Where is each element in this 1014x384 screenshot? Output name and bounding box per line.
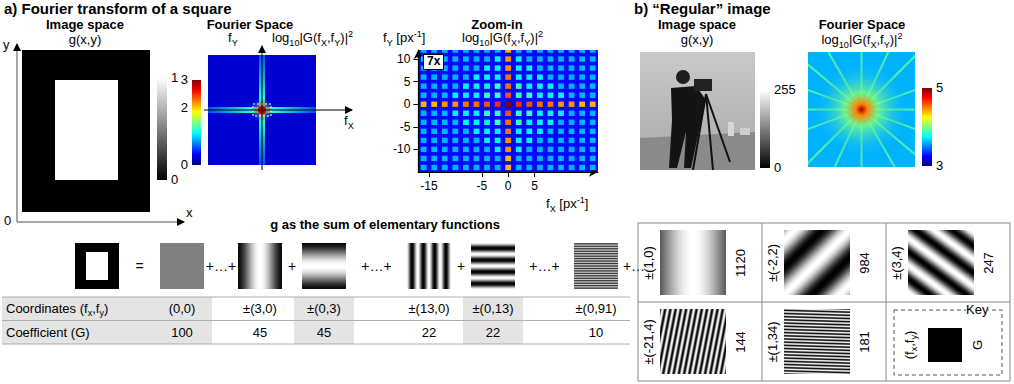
html-text:45: 45: [316, 324, 332, 339]
html-text:±(0,3): ±(0,3): [307, 300, 341, 315]
html-text:±(-2,2): ±(-2,2): [764, 243, 780, 282]
svg-text:-15: -15: [420, 179, 438, 193]
html-text:±(0,91): ±(0,91): [575, 300, 617, 315]
html-text:3: 3: [936, 157, 944, 173]
html-text:0: 0: [171, 171, 179, 187]
html-text:±(1,34): ±(1,34): [764, 320, 780, 363]
html-text:5: 5: [936, 79, 944, 95]
html-text:x: x: [186, 205, 193, 220]
svg-text:10: 10: [397, 52, 411, 66]
svg-text:5: 5: [531, 179, 538, 193]
html-text:±(3,4): ±(3,4): [888, 245, 904, 280]
html-text:7x: 7x: [427, 54, 441, 68]
html-text:45: 45: [252, 324, 268, 339]
html-text:g(x,y): g(x,y): [68, 32, 102, 47]
svg-text:0: 0: [404, 97, 411, 111]
html-text:22: 22: [485, 324, 501, 339]
html-text:g as the sum of elementary fun: g as the sum of elementary functions: [270, 217, 500, 232]
html-text:22: 22: [421, 324, 437, 339]
html-text:255: 255: [774, 81, 796, 97]
html-text:0: 0: [774, 159, 782, 175]
html-text:a) Fourier transform of a squa: a) Fourier transform of a square: [4, 0, 232, 17]
html-text:fX[px-1]: fX[px-1]: [546, 194, 589, 214]
html-text:±(-21,4): ±(-21,4): [640, 318, 656, 365]
html-text:Key: Key: [966, 302, 989, 317]
html-text:log10|G(fX,fY)|2: log10|G(fX,fY)|2: [821, 30, 903, 50]
html-text:1120: 1120: [732, 248, 748, 277]
html-text:±(3,0): ±(3,0): [243, 300, 277, 315]
html-text:log10|G(fX,fY)|2: log10|G(fX,fY)|2: [462, 28, 544, 48]
html-text:2: 2: [180, 99, 188, 115]
html-text:0: 0: [4, 213, 12, 228]
html-text:10: 10: [588, 324, 604, 339]
html-text:fY[px-1]: fY[px-1]: [383, 28, 426, 48]
html-text:y: y: [909, 334, 920, 340]
html-text:,f: ,f: [901, 339, 917, 347]
html-text:Coefficient (G): Coefficient (G): [6, 324, 90, 339]
html-text:±(13,0): ±(13,0): [408, 300, 450, 315]
html-text:log10|G(fX,fY)|2: log10|G(fX,fY)|2: [272, 28, 354, 48]
html-text:fY: fY: [228, 30, 238, 48]
html-text:y: y: [3, 37, 10, 52]
html-text:G: G: [969, 339, 985, 350]
svg-text:-5: -5: [476, 179, 487, 193]
html-text:Fourier Space: Fourier Space: [818, 17, 906, 32]
html-text:984: 984: [856, 251, 872, 274]
html-text:181: 181: [856, 330, 872, 353]
html-text:(f: (f: [901, 350, 917, 359]
html-text:b) “Regular” image: b) “Regular” image: [634, 0, 771, 17]
html-text:±(0,13): ±(0,13): [472, 300, 514, 315]
html-text:247: 247: [980, 251, 996, 274]
svg-text:5: 5: [404, 75, 411, 89]
html-text:Image space: Image space: [658, 17, 736, 32]
html-text:3: 3: [180, 71, 188, 87]
html-text:fX: fX: [344, 113, 354, 131]
html-text:(0,0): (0,0): [168, 300, 196, 315]
html-text:Zoom-in: Zoom-in: [471, 17, 523, 32]
html-text:x: x: [909, 346, 920, 351]
html-text:100: 100: [171, 324, 193, 339]
html-text:144: 144: [732, 330, 748, 353]
svg-text:0: 0: [505, 179, 512, 193]
html-text:1: 1: [171, 69, 179, 85]
html-text:Fourier Space: Fourier Space: [206, 17, 294, 32]
html-text:±(1,0): ±(1,0): [640, 245, 656, 280]
html-text:Coordinates (fx,fy): Coordinates (fx,fy): [6, 300, 109, 318]
html-text:Image space: Image space: [46, 17, 124, 32]
html-text:g(x,y): g(x,y): [680, 32, 714, 47]
html-text:0: 0: [180, 156, 188, 172]
svg-text:-5: -5: [400, 120, 411, 134]
svg-text:-10: -10: [393, 142, 411, 156]
